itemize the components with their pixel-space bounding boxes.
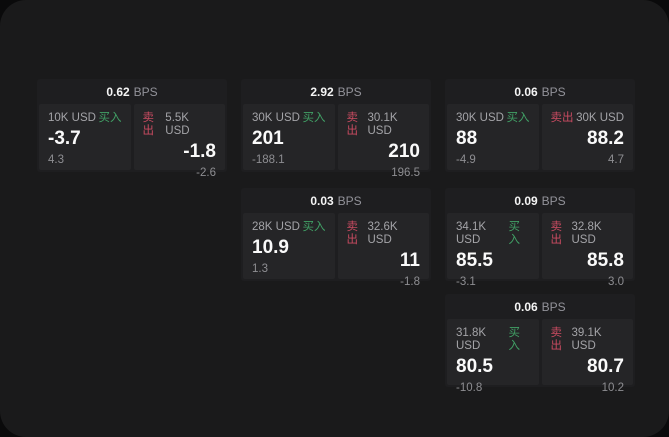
price-card: 0.62 BPS 10K USD 买入 -3.7 4.3 卖出 5.5K USD… [37, 79, 227, 179]
sell-label: 卖出 [346, 112, 359, 137]
card-body: 30K USD 买入 201 -188.1 卖出 30.1K USD 210 1… [241, 104, 431, 179]
buy-label: 买入 [508, 221, 521, 246]
buy-amount: 31.8K USD [456, 327, 487, 352]
buy-change: -3.1 [456, 276, 476, 288]
bps-unit-label: BPS [337, 84, 362, 99]
sell-change: 4.7 [608, 154, 624, 166]
sell-price: 11 [399, 250, 420, 271]
card-body: 30K USD 买入 88 -4.9 卖出 30K USD 88.2 4.7 [445, 104, 635, 172]
sell-label: 卖出 [550, 112, 574, 124]
price-card: 0.06 BPS 31.8K USD 买入 80.5 -10.8 卖出 39.1… [445, 294, 635, 394]
sell-price: 85.8 [587, 250, 624, 271]
buy-price: -3.7 [48, 128, 81, 149]
bps-unit-label: BPS [133, 84, 158, 99]
card-header: 0.03 BPS [241, 188, 431, 213]
sell-panel[interactable]: 卖出 32.6K USD 11 -1.8 [337, 213, 429, 288]
buy-label: 买入 [302, 112, 326, 124]
card-header: 0.09 BPS [445, 188, 635, 213]
sell-panel[interactable]: 卖出 32.8K USD 85.8 3.0 [541, 213, 633, 288]
buy-change: 4.3 [48, 154, 64, 166]
buy-price: 80.5 [456, 356, 493, 377]
buy-panel[interactable]: 31.8K USD 买入 80.5 -10.8 [447, 319, 539, 394]
sell-amount: 5.5K USD [165, 112, 190, 137]
sell-change: 196.5 [391, 167, 420, 179]
buy-price: 201 [252, 128, 284, 149]
card-header: 0.06 BPS [445, 294, 635, 319]
buy-label: 买入 [506, 112, 530, 124]
sell-amount: 32.8K USD [571, 221, 602, 246]
card-header: 0.62 BPS [37, 79, 227, 104]
card-body: 34.1K USD 买入 85.5 -3.1 卖出 32.8K USD 85.8… [445, 213, 635, 288]
sell-amount: 32.6K USD [367, 221, 398, 246]
bps-unit-label: BPS [337, 193, 362, 208]
bps-value: 0.09 [514, 193, 538, 208]
sell-amount: 30K USD [576, 112, 624, 124]
price-card: 2.92 BPS 30K USD 买入 201 -188.1 卖出 30.1K … [241, 79, 431, 179]
card-body: 31.8K USD 买入 80.5 -10.8 卖出 39.1K USD 80.… [445, 319, 635, 394]
bps-value: 0.03 [310, 193, 334, 208]
bps-value: 0.06 [514, 299, 538, 314]
buy-label: 买入 [508, 327, 521, 352]
sell-panel[interactable]: 卖出 30K USD 88.2 4.7 [541, 104, 633, 170]
sell-change: 10.2 [601, 382, 624, 394]
buy-change: 1.3 [252, 263, 268, 275]
sell-amount: 30.1K USD [367, 112, 398, 137]
sell-label: 卖出 [550, 327, 563, 352]
sell-panel[interactable]: 卖出 30.1K USD 210 196.5 [337, 104, 429, 179]
sell-price: 210 [388, 141, 420, 162]
buy-change: -4.9 [456, 154, 476, 166]
card-body: 10K USD 买入 -3.7 4.3 卖出 5.5K USD -1.8 -2.… [37, 104, 227, 179]
sell-change: -2.6 [196, 167, 216, 179]
price-card: 0.09 BPS 34.1K USD 买入 85.5 -3.1 卖出 32.8K… [445, 188, 635, 288]
sell-change: 3.0 [608, 276, 624, 288]
buy-change: -10.8 [456, 382, 483, 394]
buy-panel[interactable]: 10K USD 买入 -3.7 4.3 [39, 104, 131, 170]
sell-price: 88.2 [587, 128, 624, 149]
buy-amount: 34.1K USD [456, 221, 487, 246]
sell-panel[interactable]: 卖出 5.5K USD -1.8 -2.6 [133, 104, 225, 179]
buy-amount: 28K USD [252, 221, 300, 233]
card-header: 0.06 BPS [445, 79, 635, 104]
buy-price: 85.5 [456, 250, 493, 271]
buy-price: 10.9 [252, 237, 289, 258]
bps-value: 0.62 [106, 84, 130, 99]
buy-amount: 30K USD [456, 112, 504, 124]
price-card: 0.03 BPS 28K USD 买入 10.9 1.3 卖出 32.6K US… [241, 188, 431, 288]
buy-change: -188.1 [252, 154, 285, 166]
sell-amount: 39.1K USD [571, 327, 602, 352]
buy-panel[interactable]: 30K USD 买入 201 -188.1 [243, 104, 335, 170]
buy-amount: 30K USD [252, 112, 300, 124]
sell-change: -1.8 [400, 276, 420, 288]
sell-panel[interactable]: 卖出 39.1K USD 80.7 10.2 [541, 319, 633, 394]
bps-unit-label: BPS [541, 299, 566, 314]
buy-panel[interactable]: 28K USD 买入 10.9 1.3 [243, 213, 335, 279]
sell-label: 卖出 [346, 221, 359, 246]
buy-panel[interactable]: 34.1K USD 买入 85.5 -3.1 [447, 213, 539, 288]
bps-value: 0.06 [514, 84, 538, 99]
sell-price: -1.8 [183, 141, 216, 162]
buy-label: 买入 [302, 221, 326, 233]
card-header: 2.92 BPS [241, 79, 431, 104]
buy-panel[interactable]: 30K USD 买入 88 -4.9 [447, 104, 539, 170]
buy-price: 88 [456, 128, 478, 149]
buy-label: 买入 [98, 112, 122, 124]
sell-price: 80.7 [587, 356, 624, 377]
sell-label: 卖出 [142, 112, 155, 137]
bps-unit-label: BPS [541, 193, 566, 208]
buy-amount: 10K USD [48, 112, 96, 124]
bps-unit-label: BPS [541, 84, 566, 99]
card-body: 28K USD 买入 10.9 1.3 卖出 32.6K USD 11 -1.8 [241, 213, 431, 288]
bps-value: 2.92 [310, 84, 334, 99]
price-card: 0.06 BPS 30K USD 买入 88 -4.9 卖出 30K USD 8… [445, 79, 635, 172]
sell-label: 卖出 [550, 221, 563, 246]
